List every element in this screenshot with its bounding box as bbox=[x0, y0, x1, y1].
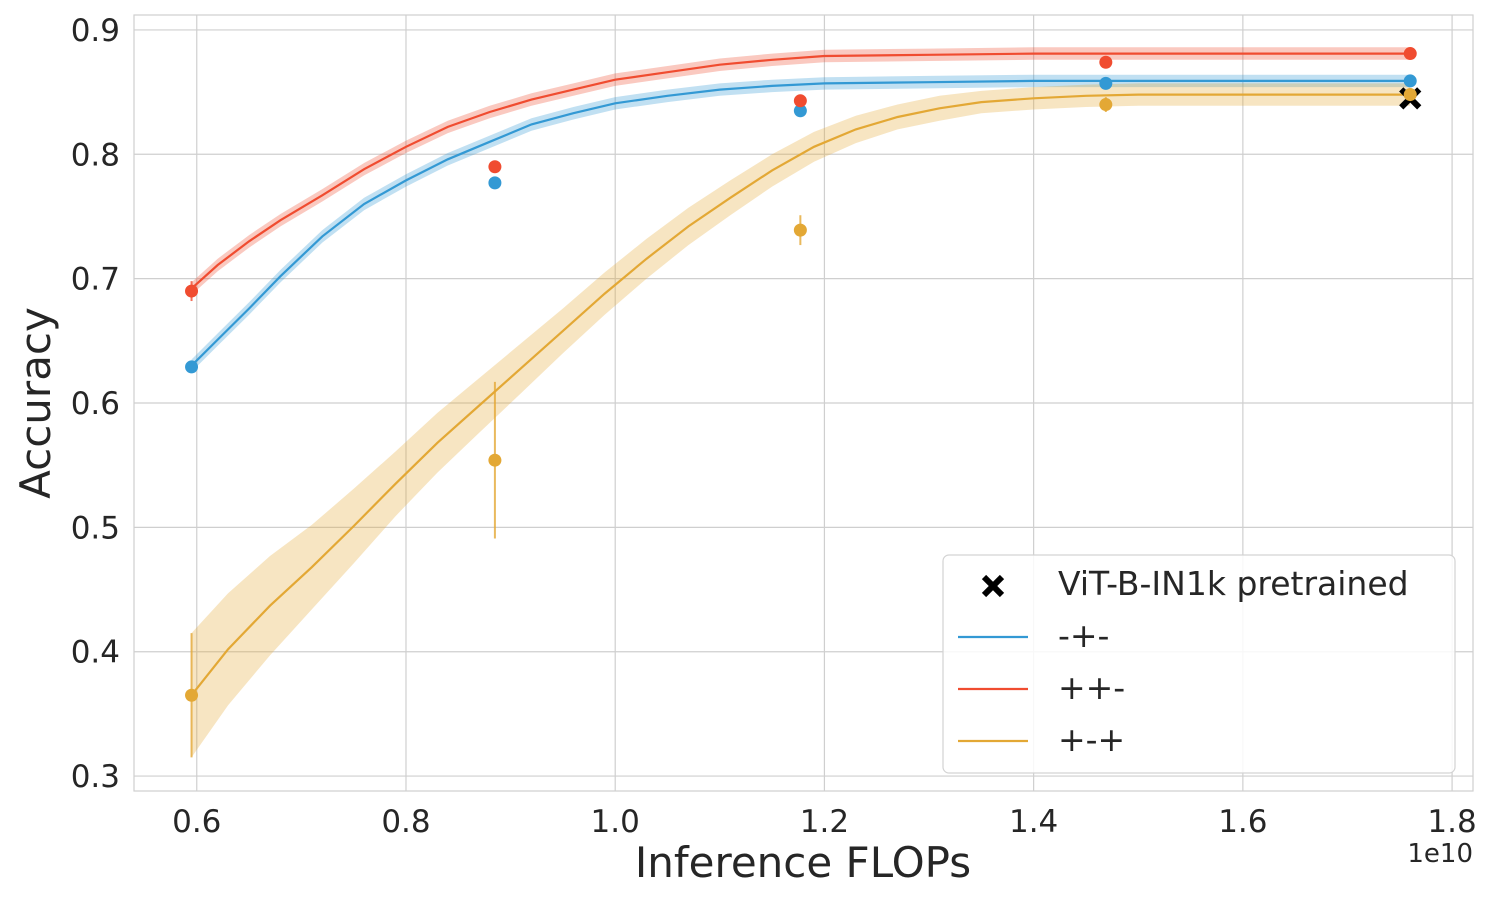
data-points bbox=[185, 47, 1417, 702]
legend: ViT-B-IN1k pretrained -+- ++- +-+ bbox=[942, 554, 1456, 774]
point-pmp bbox=[793, 223, 807, 237]
legend-label: ++- bbox=[1058, 668, 1125, 707]
point-mpm bbox=[185, 360, 199, 374]
point-ppm bbox=[793, 94, 807, 108]
legend-reference-marker bbox=[981, 574, 1005, 598]
plot-frame bbox=[133, 14, 1474, 792]
x-tick-label: 1.4 bbox=[1009, 804, 1058, 840]
x-tick-label: 0.6 bbox=[172, 804, 221, 840]
legend-label: -+- bbox=[1058, 616, 1109, 655]
line-ppm bbox=[190, 52, 1411, 290]
y-axis-ticks: 0.3 0.4 0.5 0.6 0.7 0.8 0.9 bbox=[71, 13, 120, 795]
y-axis-label: Accuracy bbox=[11, 307, 60, 499]
point-pmp-overlay bbox=[1403, 88, 1417, 102]
y-tick-label: 0.5 bbox=[71, 510, 120, 546]
point-mpm bbox=[793, 104, 807, 118]
point-ppm bbox=[1403, 47, 1417, 61]
x-tick-label: 0.8 bbox=[381, 804, 430, 840]
x-tick-label: 1.6 bbox=[1218, 804, 1267, 840]
reference-marker bbox=[1399, 87, 1422, 110]
line-mpm bbox=[190, 79, 1411, 367]
legend-label: +-+ bbox=[1058, 720, 1125, 759]
series-lines bbox=[190, 52, 1411, 696]
point-mpm bbox=[488, 176, 502, 190]
legend-label: ViT-B-IN1k pretrained bbox=[1058, 564, 1409, 603]
y-tick-label: 0.6 bbox=[71, 386, 120, 422]
x-tick-label: 1.0 bbox=[591, 804, 640, 840]
x-tick-label: 1.8 bbox=[1427, 804, 1476, 840]
x-tick-label: 1.2 bbox=[800, 804, 849, 840]
point-mpm bbox=[1099, 76, 1113, 90]
y-tick-label: 0.4 bbox=[71, 635, 120, 671]
band-pmp bbox=[191, 83, 1411, 758]
point-ppm bbox=[185, 284, 199, 298]
legend-box bbox=[942, 554, 1456, 774]
point-pmp bbox=[488, 453, 502, 467]
line-pmp bbox=[190, 93, 1411, 696]
point-pmp bbox=[185, 688, 199, 702]
y-tick-label: 0.9 bbox=[71, 13, 120, 49]
y-tick-label: 0.3 bbox=[71, 759, 120, 795]
point-mpm bbox=[1403, 74, 1417, 88]
y-tick-label: 0.7 bbox=[71, 262, 120, 298]
x-axis-label: Inference FLOPs bbox=[635, 838, 971, 887]
x-axis-ticks: 0.6 0.8 1.0 1.2 1.4 1.6 1.8 bbox=[172, 804, 1477, 840]
point-ppm bbox=[488, 160, 502, 174]
x-axis-offset-label: 1e10 bbox=[1407, 839, 1473, 869]
y-tick-label: 0.8 bbox=[71, 137, 120, 173]
point-pmp bbox=[1099, 98, 1113, 112]
point-ppm bbox=[1099, 55, 1113, 69]
